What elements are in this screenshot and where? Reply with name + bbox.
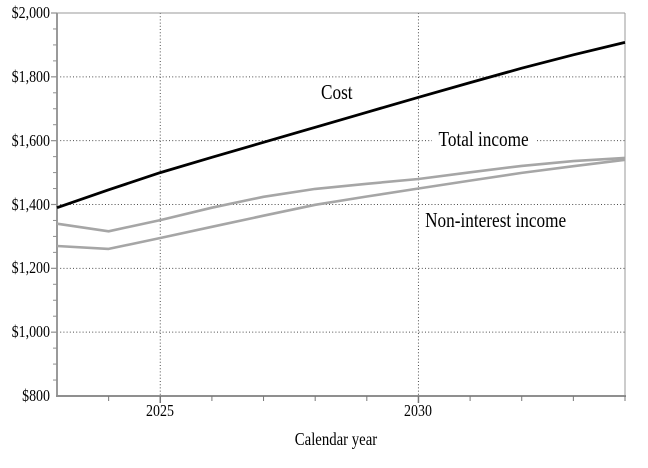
series-label-cost: Cost <box>321 80 353 104</box>
y-axis-tick-label: $1,800 <box>11 66 50 86</box>
y-axis-tick-label: $1,000 <box>11 322 50 342</box>
x-axis-title: Calendar year <box>294 429 378 449</box>
y-axis-tick-label: $800 <box>22 386 50 405</box>
series-label-non-interest-income: Non-interest income <box>421 209 571 231</box>
y-axis-tick-label: $1,600 <box>11 130 50 150</box>
y-axis-tick-label: $2,000 <box>11 3 50 22</box>
x-axis-tick-label: 2025 <box>146 401 175 420</box>
x-axis-tick-label: 2030 <box>404 401 433 420</box>
y-axis-tick-label: $1,400 <box>11 194 50 214</box>
y-axis-tick-label: $1,200 <box>11 258 50 278</box>
series-label-total-income: Total income <box>432 128 536 150</box>
